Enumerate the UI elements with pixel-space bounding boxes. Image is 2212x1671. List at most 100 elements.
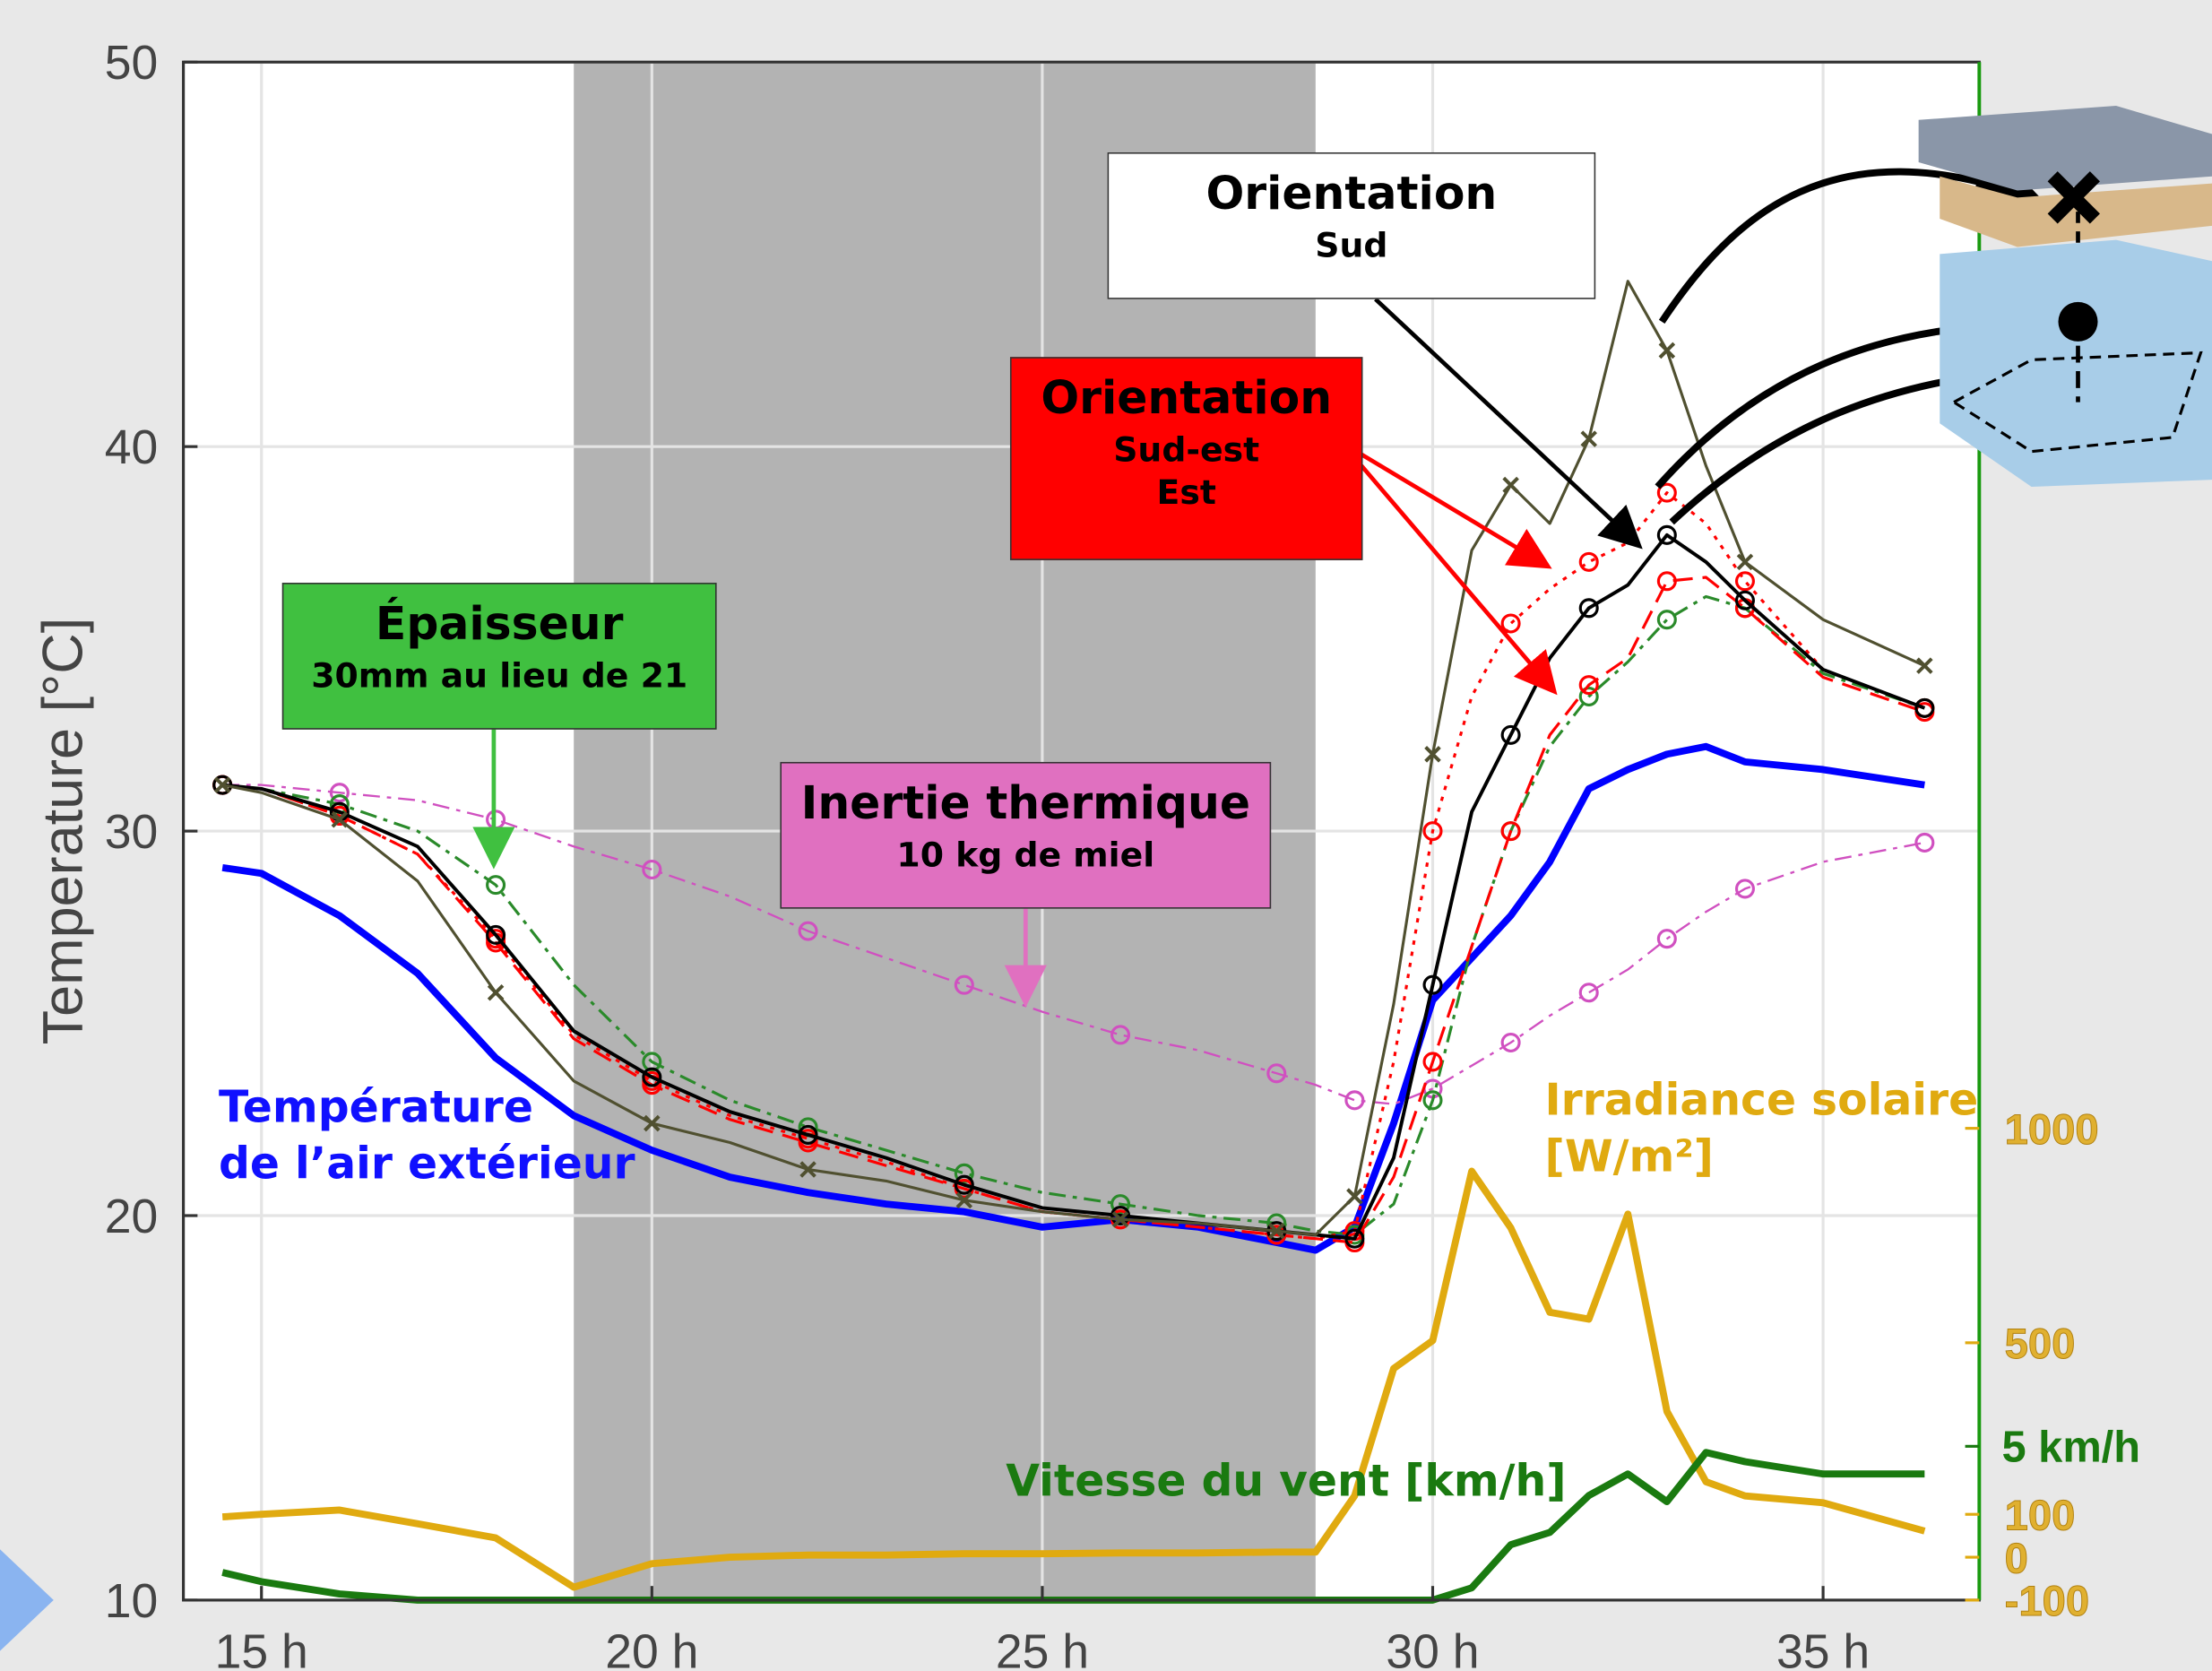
point-marker [1268,1222,1285,1240]
point-marker [1422,1090,1443,1111]
point-marker [798,1124,818,1145]
y2-tick-label: 500 [2005,1320,2076,1368]
annotation: Épaisseur 30mm au lieu de 21 [281,583,717,730]
annotation-text: Épaisseur [375,596,624,651]
x-tick-label: 15 h [215,1625,308,1670]
annotation-text: Vitesse du vent [km/h] [1006,1456,1567,1508]
y-axis-label: Temperature [°C] [31,618,94,1045]
point-marker [1500,724,1521,745]
point-marker [1656,610,1677,630]
y2-tick-label: 1000 [2005,1106,2099,1154]
point-marker [1656,482,1677,503]
point-marker [212,775,233,795]
annotation-text: Orientation [1041,370,1333,425]
point-marker [954,974,974,995]
point-marker [213,776,231,793]
annotation: Orientation Sud [1107,152,1596,299]
point-marker [1580,430,1597,447]
annotation: Température de l’air extérieur [219,1079,635,1193]
series-line [222,491,1925,1241]
point-marker [799,1161,817,1178]
point-marker [1422,1052,1443,1072]
point-marker [954,1163,974,1183]
series-line [222,784,1925,1105]
point-marker [642,1067,662,1087]
point-marker [1110,1025,1131,1045]
point-marker [1578,686,1599,706]
annotation-text: [W/m²] [1544,1131,1714,1183]
y2-tick-label: 100 [2005,1493,2076,1540]
point-marker [487,983,505,1001]
point-marker [642,859,662,879]
hive-illustration [1918,106,2212,488]
point-marker [955,1191,973,1209]
point-marker [1500,821,1521,842]
x-tick-label: 35 h [1776,1625,1870,1670]
y-tick-label: 20 [105,1190,159,1243]
point-marker [1578,551,1599,572]
point-marker [1656,571,1677,592]
annotation: Orientation Sud-est Est [1009,357,1363,560]
point-marker [486,924,506,945]
point-marker [954,1174,974,1195]
point-marker [1422,974,1443,995]
annotation-text: Est [1156,472,1216,513]
decor-shape [0,1549,54,1651]
y2-tick-label: -100 [2005,1578,2090,1625]
point-marker [329,783,350,803]
annotation-text: Inertie thermique [800,775,1250,830]
point-marker [1656,524,1677,545]
point-marker [1916,657,1933,674]
point-marker [1500,1032,1521,1053]
point-marker [642,1052,662,1072]
point-marker [331,810,349,828]
y-tick-label: 30 [105,806,159,859]
x-tick-label: 20 h [605,1625,698,1670]
series-line [222,594,1925,1237]
point-marker [798,921,818,941]
point-marker [1736,553,1754,571]
point-marker [1578,598,1599,619]
annotation-text: de l’air extérieur [218,1139,635,1190]
annotation: Irradiance solaire [W/m²] [1545,1072,1979,1186]
point-marker [1914,832,1935,853]
annotation-text: Orientation [1205,166,1498,221]
annotation-text: Irradiance solaire [1544,1075,1979,1127]
point-marker [1658,342,1676,359]
annotation-text: 30mm au lieu de 21 [311,655,688,696]
y-tick-label: 10 [105,1575,159,1628]
point-marker [1422,821,1443,842]
annotation-text: Température [218,1082,533,1133]
point-marker [1266,1063,1287,1084]
annotation-text: 10 kg de miel [896,835,1155,875]
y-tick-label: 50 [105,37,159,90]
annotation-text: Sud [1315,225,1388,265]
point-marker [1110,1194,1131,1215]
y2-tick-label: 0 [2005,1535,2028,1582]
x-tick-label: 25 h [996,1625,1089,1670]
y3-tick-label: 5 km/h [2002,1424,2141,1472]
point-marker [1344,1090,1365,1111]
point-marker [486,875,506,896]
point-marker [1110,1205,1131,1226]
point-marker [1500,613,1521,634]
point-marker [1734,571,1755,592]
series-line [221,1167,1926,1591]
point-marker [1502,476,1519,494]
point-marker [1656,929,1677,949]
point-marker [1914,697,1935,718]
point-marker [1424,746,1441,763]
point-marker [1734,590,1755,610]
point-marker [644,1114,661,1132]
x-tick-label: 30 h [1386,1625,1479,1670]
annotation: Vitesse du vent [km/h] [1006,1453,1566,1510]
point-marker [1578,675,1599,696]
point-marker [1344,1228,1365,1249]
annotation-text: Sud-est [1113,430,1260,471]
y-tick-label: 40 [105,421,159,474]
point-marker [1111,1211,1129,1228]
point-marker [1578,983,1599,1003]
point-marker [1734,879,1755,899]
annotation: Inertie thermique 10 kg de miel [780,761,1272,909]
